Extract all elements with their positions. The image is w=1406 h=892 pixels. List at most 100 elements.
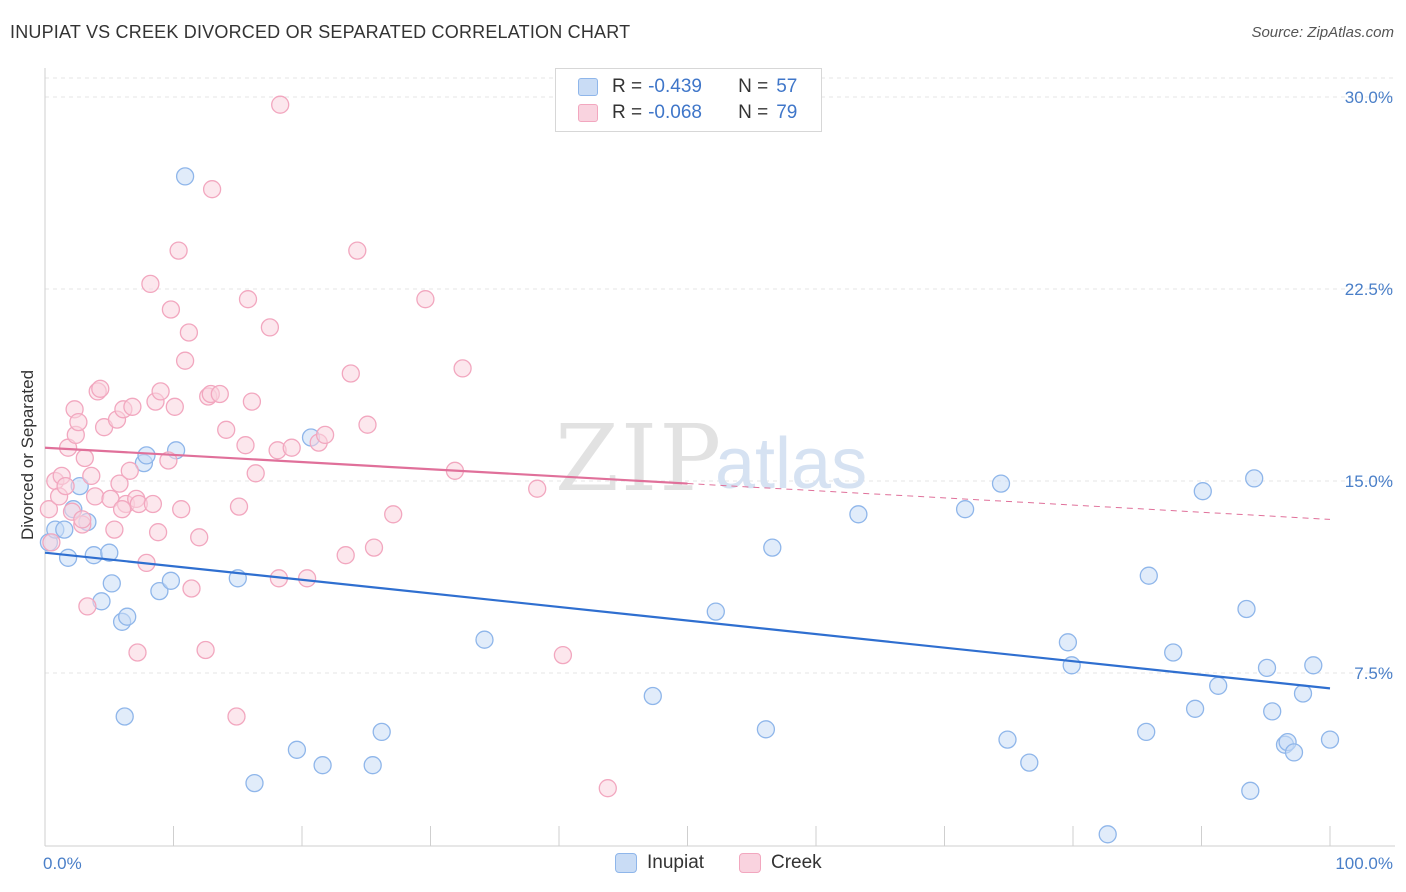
point-inupiat-26	[372, 722, 391, 742]
point-inupiat-25	[363, 756, 382, 775]
point-inupiat-40	[1137, 722, 1156, 742]
point-inupiat-30	[756, 720, 776, 739]
point-inupiat-15	[137, 446, 156, 465]
x-tick-label-min: 0.0%	[43, 854, 82, 873]
point-creek-34	[151, 382, 170, 401]
point-creek-59	[282, 438, 301, 457]
point-creek-35	[159, 451, 178, 470]
point-creek-69	[416, 290, 435, 309]
legend-row-creek: R = -0.068 N = 79	[578, 101, 797, 125]
series-legend-inupiat: Inupiat	[615, 852, 704, 874]
point-creek-72	[528, 479, 547, 498]
point-inupiat-53	[1284, 743, 1304, 762]
point-creek-15	[85, 487, 105, 506]
point-creek-33	[148, 523, 168, 542]
point-inupiat-7	[84, 546, 103, 565]
point-inupiat-22	[287, 740, 307, 759]
point-inupiat-24	[313, 756, 332, 775]
point-creek-66	[358, 415, 377, 434]
point-inupiat-3	[58, 548, 78, 567]
legend-n-value: 79	[776, 102, 798, 123]
point-inupiat-9	[100, 543, 119, 562]
point-creek-25	[120, 461, 139, 480]
point-inupiat-2	[55, 520, 74, 539]
point-inupiat-32	[849, 505, 868, 524]
trend-line-creek	[44, 446, 688, 485]
point-creek-47	[210, 384, 229, 404]
trend-line-inupiat	[44, 551, 1331, 690]
point-inupiat-17	[161, 571, 181, 590]
point-creek-78	[190, 528, 209, 547]
point-creek-0	[39, 500, 59, 519]
point-inupiat-37	[1058, 633, 1078, 652]
point-creek-10	[69, 412, 88, 432]
point-creek-76	[73, 510, 92, 529]
legend-r-label: R =	[612, 102, 643, 123]
y-tick-label: 22.5%	[1345, 280, 1393, 299]
point-creek-67	[364, 538, 384, 557]
point-creek-38	[169, 241, 188, 260]
point-creek-43	[196, 640, 215, 660]
point-creek-12	[75, 448, 94, 468]
point-inupiat-16	[150, 581, 169, 601]
point-creek-26	[123, 397, 142, 416]
point-creek-62	[315, 425, 335, 445]
trend-lines	[44, 446, 1331, 690]
point-creek-75	[128, 643, 147, 662]
point-inupiat-43	[1185, 699, 1205, 718]
point-inupiat-28	[643, 686, 662, 706]
point-creek-55	[260, 318, 280, 337]
chart-title: INUPIAT VS CREEK DIVORCED OR SEPARATED C…	[10, 22, 631, 42]
tick-labels: 7.5% 15.0% 22.5% 30.0% 0.0% 100.0%	[43, 88, 1393, 873]
point-inupiat-21	[245, 773, 264, 793]
point-creek-52	[238, 290, 258, 309]
point-inupiat-45	[1209, 676, 1228, 695]
legend-n-value: 57	[776, 76, 798, 97]
point-creek-74	[598, 779, 617, 798]
point-creek-49	[227, 707, 246, 726]
point-creek-50	[229, 497, 249, 516]
point-creek-17	[91, 379, 110, 398]
series-legend-creek: Creek	[739, 852, 822, 874]
point-inupiat-31	[763, 538, 782, 557]
y-tick-label: 15.0%	[1345, 472, 1393, 491]
y-axis-label: Divorced or Separated	[18, 370, 37, 540]
correlation-legend: R = -0.439 N = 57 R = -0.068 N = 79	[555, 68, 822, 132]
series-legend: Inupiat Creek	[0, 852, 1406, 878]
point-creek-36	[161, 300, 181, 319]
point-inupiat-29	[706, 602, 725, 621]
point-creek-14	[82, 466, 101, 486]
point-creek-51	[236, 436, 255, 455]
point-inupiat-36	[1020, 753, 1039, 772]
point-creek-68	[384, 505, 403, 524]
point-inupiat-54	[1293, 684, 1313, 703]
point-creek-41	[179, 323, 199, 342]
point-inupiat-56	[1320, 730, 1340, 749]
point-creek-71	[453, 359, 472, 378]
legend-swatch-creek	[578, 104, 598, 122]
point-inupiat-19	[175, 167, 195, 186]
point-inupiat-47	[1241, 781, 1260, 800]
point-inupiat-13	[115, 707, 134, 726]
point-inupiat-48	[1245, 469, 1264, 488]
point-creek-5	[56, 476, 75, 496]
point-inupiat-10	[102, 574, 121, 593]
legend-n-label: N =	[738, 102, 769, 123]
point-inupiat-55	[1304, 656, 1323, 675]
point-inupiat-39	[1098, 825, 1117, 844]
point-creek-31	[143, 494, 163, 514]
legend-n-label: N =	[738, 76, 769, 97]
point-inupiat-38	[1062, 656, 1081, 675]
series-label-inupiat: Inupiat	[647, 852, 705, 873]
point-creek-39	[172, 500, 191, 519]
legend-r-value: -0.439	[648, 76, 702, 97]
point-creek-63	[336, 546, 355, 565]
point-creek-64	[341, 364, 360, 383]
point-creek-53	[242, 392, 262, 411]
grid-lines	[45, 77, 1395, 674]
legend-r-value: -0.068	[648, 102, 702, 123]
point-inupiat-44	[1193, 482, 1212, 501]
series-swatch-inupiat	[615, 853, 637, 873]
point-creek-77	[112, 500, 132, 519]
